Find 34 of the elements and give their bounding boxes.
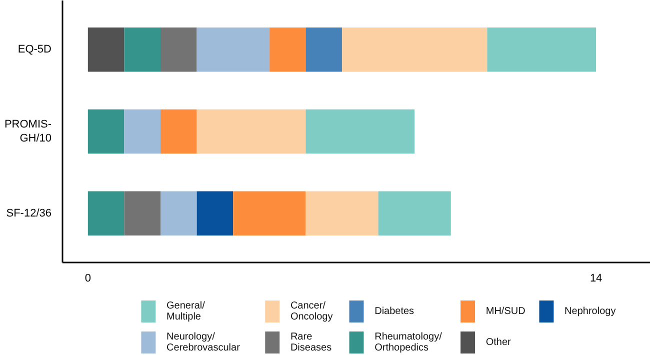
x-tick-label: 14: [590, 272, 602, 284]
legend-label: Other: [486, 337, 512, 348]
bar: [269, 28, 306, 72]
legend-label: Neurology/Cerebrovascular: [166, 332, 241, 354]
bar: [88, 191, 124, 236]
legend-label: General/Multiple: [166, 300, 206, 322]
bar: [196, 28, 270, 72]
bar: [306, 109, 415, 154]
bar: [124, 191, 160, 236]
bar: [306, 191, 378, 236]
bar: [487, 28, 596, 72]
bar: [196, 191, 234, 236]
legend-label: Nephrology: [564, 306, 616, 317]
bar: [378, 191, 451, 236]
bar: [160, 109, 197, 154]
bar: [88, 109, 124, 154]
bar: [160, 28, 197, 72]
legend-label: MH/SUD: [486, 306, 526, 317]
legend-label: Rheumatology/Orthopedics: [374, 332, 442, 354]
legend-label: Rare Diseases: [290, 332, 332, 354]
bar: [306, 28, 342, 72]
y-tick-label: EQ-5D: [18, 44, 52, 56]
bar: [233, 191, 306, 236]
bar: [88, 28, 124, 72]
bar: [124, 28, 160, 72]
bar: [124, 109, 160, 154]
bar: [160, 191, 197, 236]
y-tick-label: PROMIS-GH/10: [4, 118, 52, 145]
legend-label: Cancer/Oncology: [290, 300, 333, 322]
bar: [342, 28, 488, 72]
y-tick-label: SF-12/36: [6, 207, 52, 220]
legend-label: Diabetes: [374, 306, 414, 317]
bar: [196, 109, 306, 154]
x-tick-label: 0: [84, 272, 91, 284]
